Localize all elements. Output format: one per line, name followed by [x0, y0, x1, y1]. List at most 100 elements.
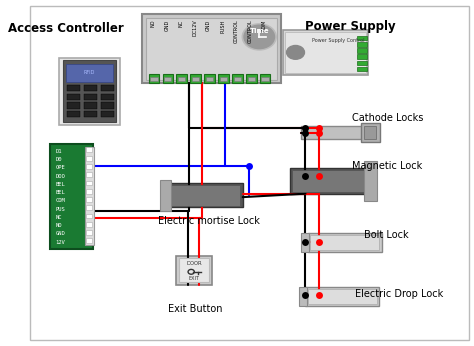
Bar: [50, 144, 93, 249]
Bar: [292, 170, 373, 192]
Text: D0: D0: [55, 157, 62, 162]
Text: GND: GND: [206, 20, 211, 31]
Text: Power Supply: Power Supply: [305, 20, 396, 34]
Bar: [290, 168, 375, 194]
Bar: [179, 258, 209, 282]
Bar: [164, 76, 172, 81]
Text: Access Controller: Access Controller: [8, 22, 124, 35]
Text: GND: GND: [55, 231, 65, 237]
Text: Electric mortise Lock: Electric mortise Lock: [158, 216, 259, 226]
Bar: [218, 74, 229, 83]
Bar: [86, 197, 92, 202]
Bar: [84, 94, 97, 100]
Text: Time: Time: [249, 28, 269, 34]
Bar: [175, 256, 212, 285]
Bar: [142, 15, 281, 83]
Bar: [67, 102, 80, 109]
Text: DOO: DOO: [55, 174, 65, 179]
Text: COM: COM: [262, 20, 267, 31]
Bar: [86, 230, 92, 235]
Bar: [63, 60, 116, 122]
Bar: [178, 76, 185, 81]
Bar: [301, 233, 309, 252]
Bar: [86, 189, 92, 194]
Text: CONTROL: CONTROL: [248, 20, 253, 43]
Bar: [308, 233, 382, 252]
Bar: [246, 74, 256, 83]
Circle shape: [244, 25, 274, 48]
Bar: [357, 61, 367, 65]
Text: Bolt Lock: Bolt Lock: [364, 230, 408, 240]
Text: BEL: BEL: [55, 182, 65, 187]
Bar: [86, 214, 92, 218]
Text: EXIT: EXIT: [188, 276, 200, 281]
Bar: [84, 85, 97, 91]
Text: OPE: OPE: [55, 165, 65, 170]
Text: Magnetic Lock: Magnetic Lock: [352, 161, 423, 171]
Bar: [283, 30, 368, 75]
Bar: [84, 102, 97, 109]
Bar: [59, 57, 119, 125]
Text: Exit Button: Exit Button: [167, 304, 222, 314]
Bar: [204, 74, 215, 83]
Bar: [86, 164, 92, 169]
Bar: [260, 74, 271, 83]
Text: PUS: PUS: [55, 207, 65, 212]
Bar: [220, 76, 227, 81]
Bar: [308, 289, 377, 303]
Bar: [86, 172, 92, 177]
Bar: [206, 76, 213, 81]
Bar: [67, 111, 80, 117]
Bar: [86, 147, 92, 152]
Text: D1: D1: [55, 149, 62, 154]
Bar: [234, 76, 241, 81]
Bar: [67, 85, 80, 91]
Text: GND: GND: [164, 20, 170, 31]
Bar: [149, 74, 159, 83]
Bar: [86, 156, 92, 161]
Bar: [85, 147, 93, 245]
Text: Electric Drop Lock: Electric Drop Lock: [355, 289, 443, 299]
Text: NO: NO: [55, 223, 62, 228]
Bar: [357, 67, 367, 71]
Text: BEL: BEL: [55, 190, 65, 195]
Bar: [357, 36, 367, 40]
Bar: [262, 76, 269, 81]
Bar: [101, 111, 114, 117]
Text: 12V: 12V: [55, 240, 65, 245]
Text: DOOR: DOOR: [186, 262, 202, 266]
Bar: [190, 74, 201, 83]
Bar: [364, 126, 376, 139]
Bar: [171, 185, 240, 206]
Text: Power Supply Control: Power Supply Control: [312, 38, 365, 43]
Bar: [160, 180, 171, 211]
Text: Cathode Locks: Cathode Locks: [352, 113, 424, 123]
Bar: [169, 183, 243, 208]
Text: NC: NC: [178, 20, 183, 27]
Circle shape: [242, 24, 276, 50]
Bar: [163, 74, 173, 83]
Text: CONTROL: CONTROL: [234, 20, 239, 43]
Bar: [357, 48, 367, 53]
Text: PUSH: PUSH: [220, 20, 225, 33]
Bar: [146, 18, 277, 80]
Bar: [67, 94, 80, 100]
Bar: [66, 64, 113, 82]
Text: COM: COM: [55, 198, 65, 203]
Bar: [101, 94, 114, 100]
Bar: [101, 85, 114, 91]
Bar: [232, 74, 243, 83]
Bar: [86, 238, 92, 243]
Text: DC12V: DC12V: [192, 20, 197, 36]
Bar: [301, 127, 366, 138]
Bar: [299, 287, 307, 306]
Bar: [361, 123, 380, 142]
Text: NO: NO: [151, 20, 155, 27]
Bar: [101, 102, 114, 109]
Text: NC: NC: [55, 215, 62, 220]
Bar: [310, 235, 379, 250]
Bar: [176, 74, 187, 83]
Bar: [86, 222, 92, 227]
Bar: [150, 76, 158, 81]
Bar: [285, 32, 366, 73]
